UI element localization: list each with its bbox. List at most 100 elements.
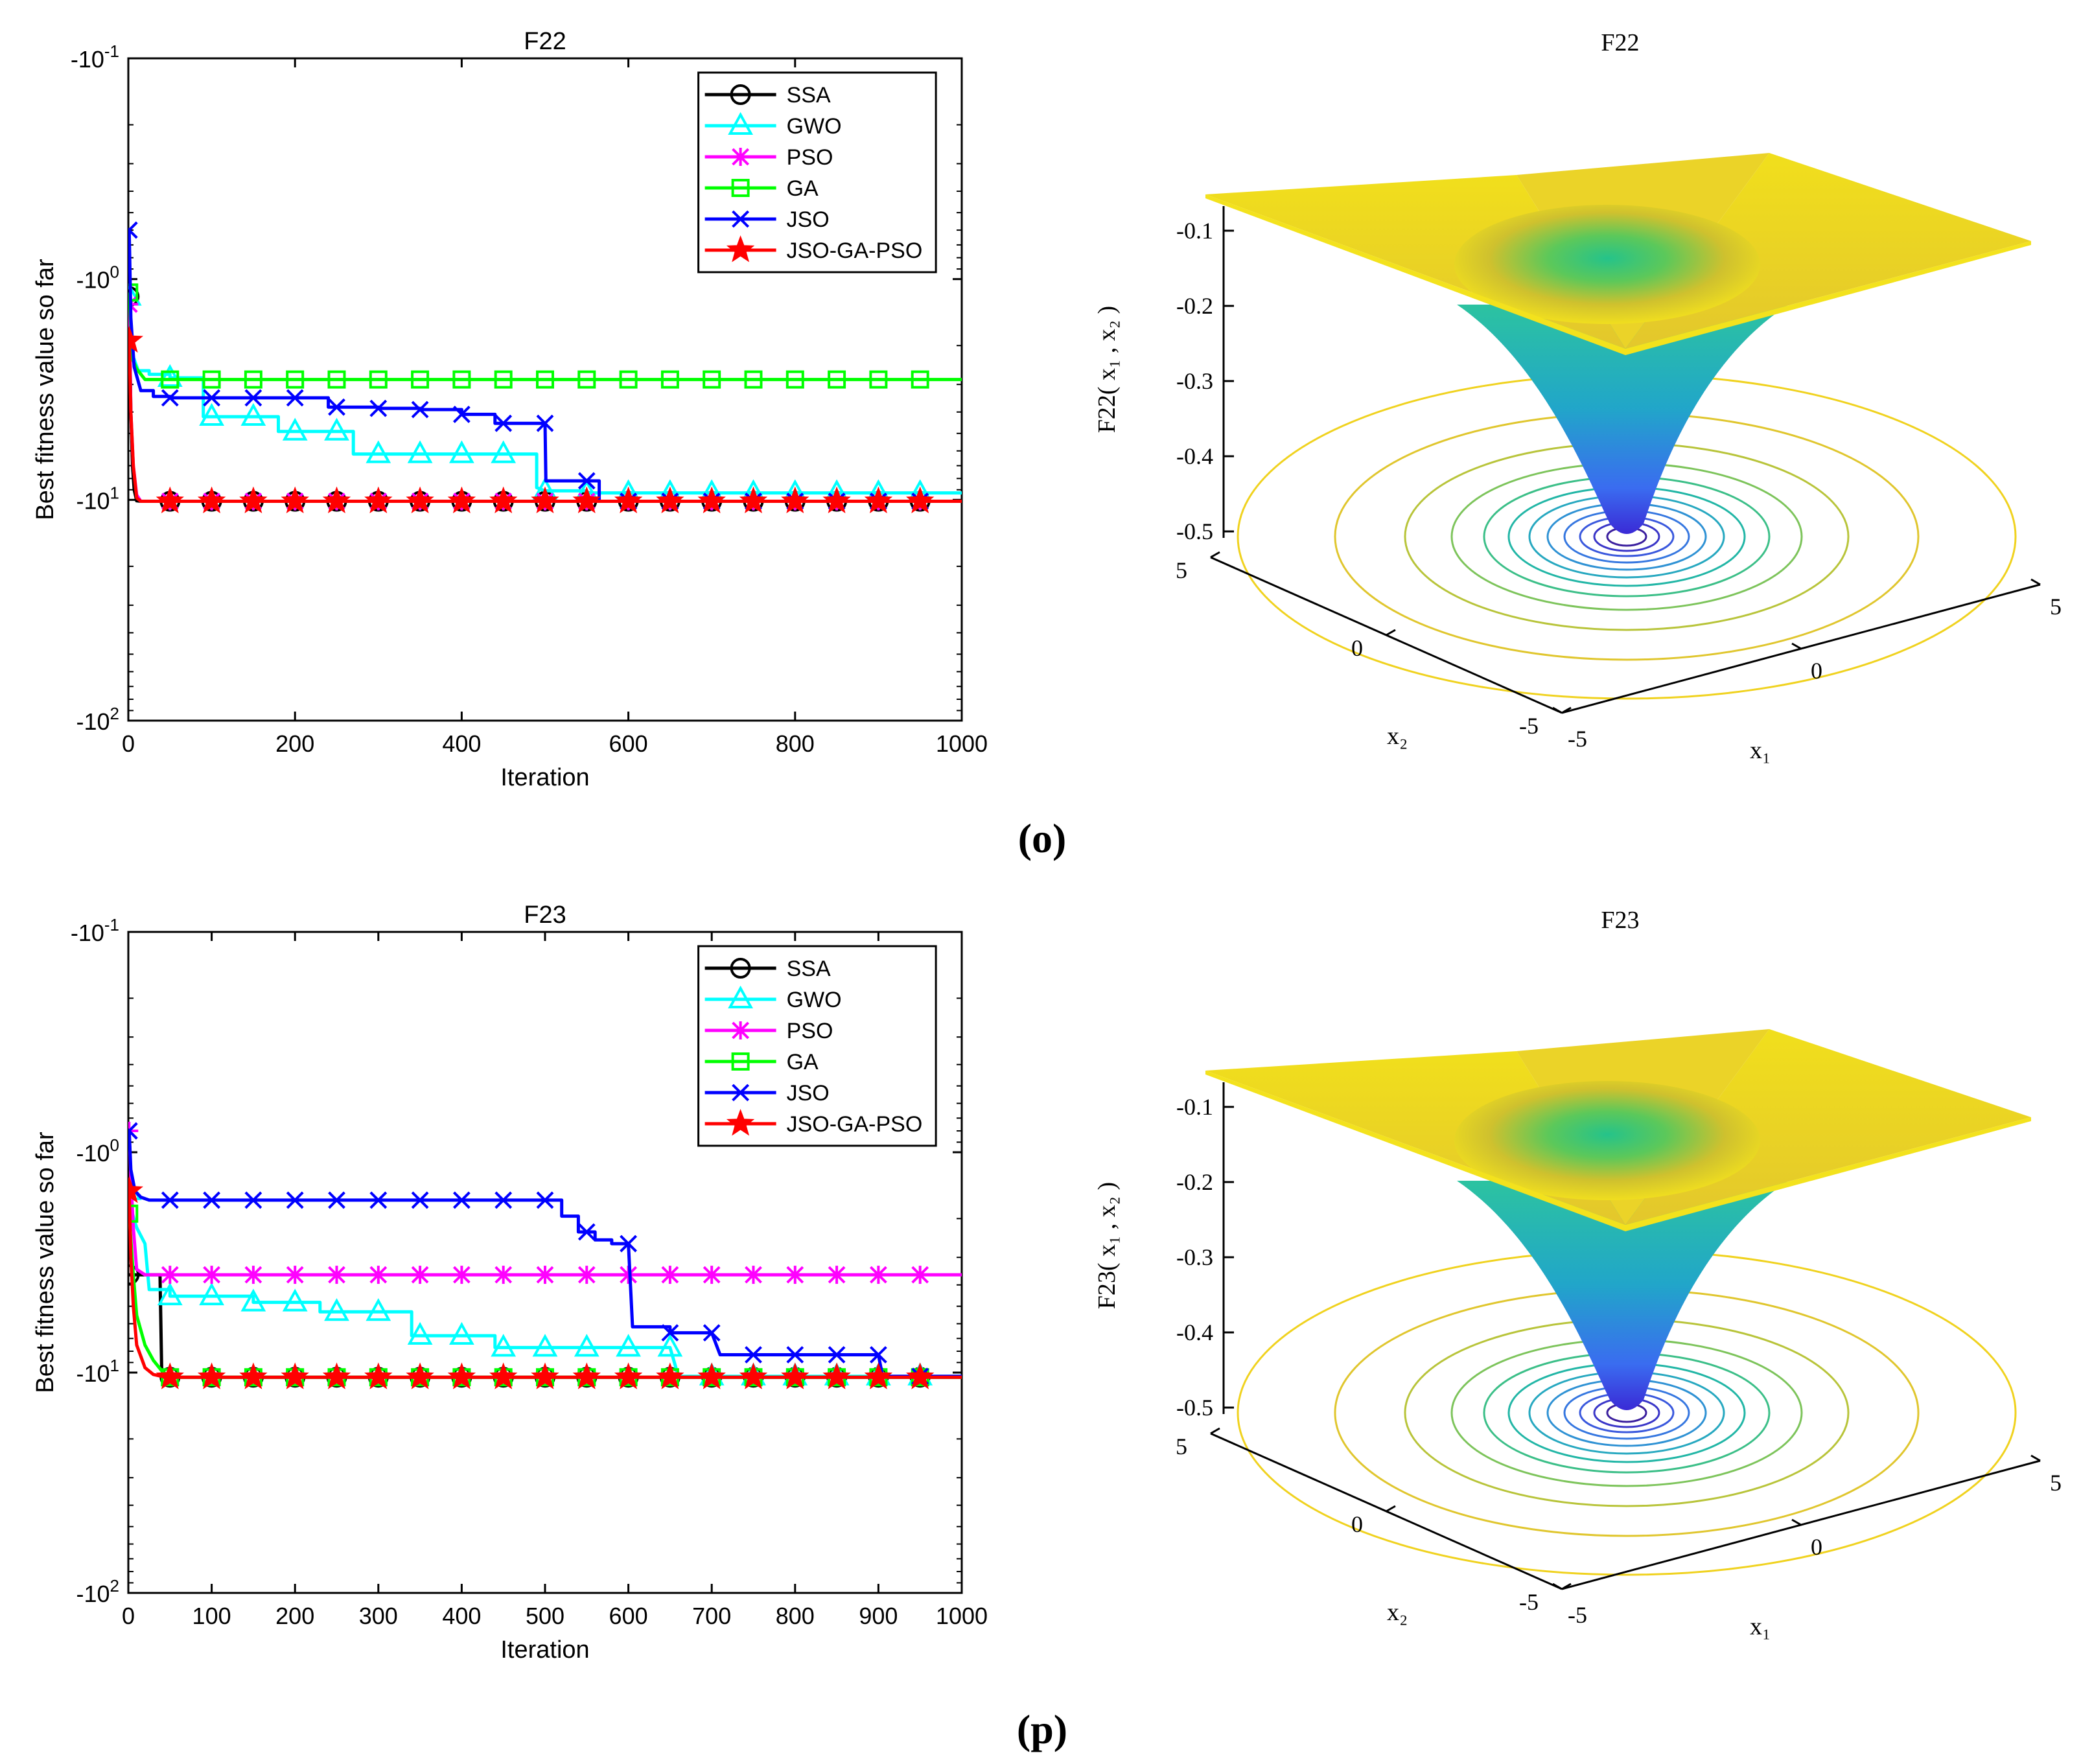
series-marker-jso-ga-pso [656, 486, 684, 514]
z-tick-label: -0.3 [1176, 368, 1213, 394]
z-tick-label: -0.5 [1176, 518, 1213, 544]
series-marker-gwo [491, 440, 517, 463]
series-marker-jso [494, 414, 513, 432]
series-marker-jso [494, 1191, 513, 1209]
x2-tick-label: 5 [1176, 1433, 1187, 1459]
series-marker-jso [286, 1191, 304, 1209]
series-marker-jso-ga-pso [781, 1362, 809, 1389]
series-marker-gwo [657, 1334, 683, 1357]
f22-convergence-plot: F22 0 200 400 600 800 1000 -10-1 -100 -101 -102 Ite… [32, 28, 988, 791]
x1-tick-label: 0 [1811, 1534, 1822, 1560]
z-tick-label: -0.1 [1176, 1094, 1213, 1120]
series-marker-ga [494, 370, 513, 389]
x2-axis-label: x₂ [1387, 1599, 1408, 1626]
series-marker-pso [286, 1266, 305, 1284]
x2-tick-label: 0 [1351, 635, 1363, 661]
series-marker-pso [577, 1266, 596, 1284]
series-marker-jso-ga-pso [364, 486, 393, 514]
chart-title: F23 [524, 901, 566, 929]
x2-tick [1561, 1583, 1572, 1590]
x-tick-label: 1000 [936, 730, 988, 757]
series-marker-ssa [128, 1264, 140, 1286]
series-marker-jso-ga-pso [239, 486, 268, 514]
surface-bowl [1454, 1081, 1760, 1200]
x2-tick-label: 0 [1351, 1511, 1363, 1537]
series-marker-jso [286, 389, 304, 407]
series-marker-pso [828, 1266, 846, 1284]
series-marker-gwo [282, 417, 308, 441]
series-marker-ga [202, 370, 221, 389]
legend-marker [732, 210, 750, 228]
x-tick-label: 200 [275, 730, 314, 757]
series-marker-jso-ga-pso [156, 486, 185, 514]
legend-box [697, 945, 937, 1147]
x-tick-label: 600 [609, 1603, 648, 1629]
series-marker-jso [411, 1191, 429, 1209]
series-marker-jso-ga-pso [531, 1362, 559, 1389]
subfigure-label-o: (o) [1018, 815, 1067, 861]
x-tick-label: 400 [442, 730, 481, 757]
series-marker-ga [286, 370, 305, 389]
z-axis-label: F22( x₁ , x₂ ) [1093, 306, 1121, 433]
series-marker-jso [703, 1324, 721, 1342]
y-axis-label: Best fitness value so far [32, 259, 59, 520]
series-marker-jso-ga-pso [281, 1362, 309, 1389]
legend-marker [726, 1109, 755, 1136]
series-marker-jso [869, 1346, 887, 1364]
surface-bowl [1454, 205, 1760, 324]
series-marker-gwo [240, 402, 266, 426]
series-marker-gwo [616, 1334, 641, 1357]
series-line-jso-ga-pso [128, 340, 962, 503]
x2-tick-label: 5 [1176, 557, 1187, 583]
x-tick-label: 500 [526, 1603, 564, 1629]
x-tick-label: 0 [122, 730, 135, 757]
legend-marker [730, 84, 751, 105]
z-tick-label: -0.3 [1176, 1244, 1213, 1270]
series-marker-jso-ga-pso [614, 486, 643, 514]
legend-marker [731, 1021, 750, 1039]
series-marker-jso-ga-pso [489, 486, 518, 514]
z-tick-label: -0.5 [1176, 1395, 1213, 1421]
series-marker-gwo [407, 1321, 433, 1345]
x2-tick [1210, 1427, 1220, 1435]
series-marker-pso [202, 1266, 221, 1284]
series-marker-jso [328, 1191, 345, 1209]
series-marker-pso [452, 1266, 471, 1284]
x1-axis-label: x₁ [1750, 1613, 1771, 1640]
series-marker-gwo [199, 402, 224, 426]
x-tick-label: 100 [192, 1603, 231, 1629]
x2-tick-label: -5 [1519, 1589, 1539, 1615]
x-axis-label: Iteration [500, 1636, 589, 1664]
x-tick-label: 800 [776, 730, 815, 757]
x1-tick-label: -5 [1568, 726, 1587, 752]
series-marker-jso [661, 1324, 679, 1342]
legend-marker [731, 148, 750, 166]
legend-label: SSA [787, 83, 831, 108]
series-marker-jso-ga-pso [197, 486, 226, 514]
series-marker-jso-ga-pso [281, 486, 309, 514]
series-marker-pso [703, 1266, 721, 1284]
series-marker-jso [161, 1191, 179, 1209]
legend-label: SSA [787, 957, 831, 981]
x2-tick [1386, 1505, 1396, 1513]
series-marker-jso [745, 1346, 762, 1364]
series-marker-gwo [366, 1298, 391, 1321]
series-marker-jso [244, 1191, 262, 1209]
legend-marker [731, 179, 750, 197]
legend-label: JSO-GA-PSO [787, 238, 923, 263]
x-tick-label: 200 [275, 1603, 314, 1629]
x1-tick [2030, 1454, 2041, 1462]
x1-tick-label: -5 [1568, 1602, 1587, 1628]
series-marker-jso-ga-pso [447, 486, 476, 514]
y-tick-label: -100 [76, 1135, 120, 1166]
series-marker-pso [161, 1266, 180, 1284]
x2-tick [1386, 629, 1396, 636]
legend-label: GWO [787, 988, 842, 1012]
series-marker-jso-ga-pso [905, 1362, 935, 1389]
z-tick-label: -0.4 [1176, 1319, 1213, 1345]
series-marker-jso-ga-pso [656, 1362, 684, 1389]
surface-funnel [1457, 1181, 1789, 1410]
series-marker-jso [828, 1346, 846, 1364]
series-marker-jso-ga-pso [489, 1362, 518, 1389]
series-marker-jso-ga-pso [128, 1176, 144, 1203]
